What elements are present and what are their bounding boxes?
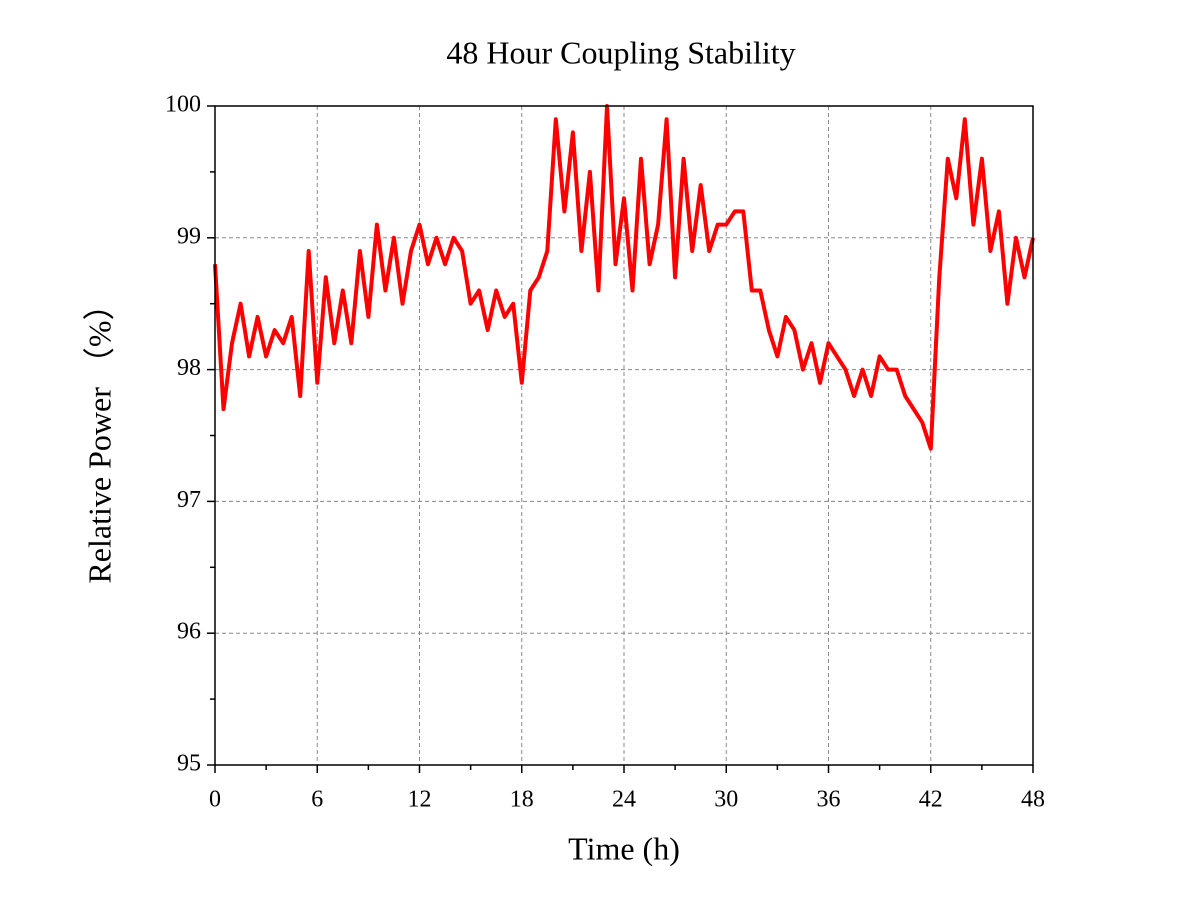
y-tick-label: 95 bbox=[177, 751, 201, 777]
x-tick-label: 6 bbox=[311, 787, 323, 813]
y-tick-label: 96 bbox=[177, 619, 201, 645]
x-tick-label: 42 bbox=[919, 787, 943, 813]
x-tick-label: 18 bbox=[510, 787, 534, 813]
x-tick-label: 36 bbox=[817, 787, 841, 813]
x-tick-label: 30 bbox=[714, 787, 738, 813]
x-axis-label: Time (h) bbox=[568, 830, 680, 866]
y-tick-label: 99 bbox=[177, 223, 201, 249]
x-tick-label: 24 bbox=[612, 787, 636, 813]
plot-frame bbox=[214, 105, 1034, 766]
y-axis-label: Relative Power （%） bbox=[81, 288, 117, 583]
y-tick-label: 100 bbox=[165, 92, 201, 118]
data-line bbox=[213, 104, 1035, 451]
x-tick-label: 12 bbox=[408, 787, 432, 813]
y-tick-label: 98 bbox=[177, 355, 201, 381]
chart-title: 48 Hour Coupling Stability bbox=[446, 34, 795, 70]
x-tick-label: 0 bbox=[209, 787, 221, 813]
y-tick-label: 97 bbox=[177, 487, 201, 513]
x-tick-label: 48 bbox=[1021, 787, 1045, 813]
